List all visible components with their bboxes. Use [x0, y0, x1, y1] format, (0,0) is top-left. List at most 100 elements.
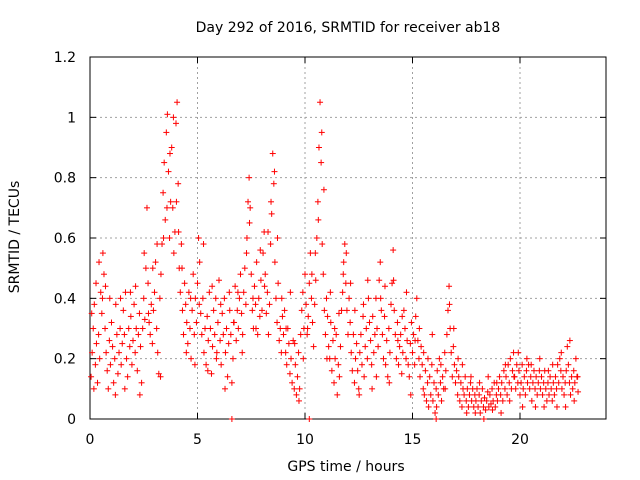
data-point	[269, 150, 276, 157]
data-point	[485, 373, 492, 380]
y-tick-label: 0.2	[54, 352, 76, 368]
data-point	[234, 289, 241, 296]
data-point	[177, 289, 184, 296]
data-point	[138, 379, 145, 386]
x-tick-label: 20	[511, 432, 529, 448]
data-point	[541, 403, 548, 410]
data-point	[494, 397, 501, 404]
data-point	[512, 385, 519, 392]
data-point	[351, 307, 358, 314]
data-point	[260, 250, 267, 257]
data-point	[346, 295, 353, 302]
data-point	[381, 283, 388, 290]
data-point	[187, 295, 194, 302]
data-point	[371, 331, 378, 338]
data-point	[234, 307, 241, 314]
data-point	[311, 301, 318, 308]
data-point	[379, 331, 386, 338]
data-point	[527, 373, 534, 380]
data-point	[493, 379, 500, 386]
data-point	[553, 403, 560, 410]
data-point	[121, 331, 128, 338]
data-point	[246, 174, 253, 181]
x-tick-label: 0	[86, 432, 95, 448]
data-point	[333, 331, 340, 338]
data-point	[391, 307, 398, 314]
data-point	[132, 283, 139, 290]
data-point	[463, 409, 470, 416]
data-point	[312, 277, 319, 284]
data-point	[366, 319, 373, 326]
data-point	[429, 397, 436, 404]
data-point	[149, 340, 156, 347]
data-point	[439, 373, 446, 380]
data-point	[223, 325, 230, 332]
data-point	[438, 397, 445, 404]
data-point	[548, 385, 555, 392]
data-point	[148, 301, 155, 308]
data-point	[536, 367, 543, 374]
data-point	[457, 379, 464, 386]
data-point	[561, 391, 568, 398]
data-point	[229, 355, 236, 362]
data-point	[521, 373, 528, 380]
y-tick-label: 1.2	[54, 50, 76, 66]
data-point	[95, 331, 102, 338]
data-point	[356, 349, 363, 356]
data-point	[476, 379, 483, 386]
data-point	[267, 241, 274, 248]
data-point	[274, 319, 281, 326]
data-point	[483, 397, 490, 404]
data-point	[424, 355, 431, 362]
data-point	[323, 355, 330, 362]
data-point	[560, 373, 566, 380]
data-point	[327, 289, 334, 296]
data-point	[164, 111, 171, 118]
data-point	[418, 343, 425, 350]
data-point	[154, 349, 161, 356]
data-point	[212, 295, 219, 302]
data-point	[348, 349, 355, 356]
data-point	[249, 295, 256, 302]
data-point	[557, 367, 564, 374]
data-point	[272, 295, 279, 302]
data-point	[500, 367, 507, 374]
data-point	[381, 313, 388, 320]
data-point	[132, 349, 139, 356]
data-point	[196, 301, 203, 308]
data-point	[452, 379, 459, 386]
data-point	[454, 391, 461, 398]
data-point	[340, 271, 347, 278]
data-point	[308, 295, 315, 302]
data-point	[226, 289, 233, 296]
data-point	[515, 349, 522, 356]
data-point	[214, 319, 221, 326]
data-point	[489, 406, 496, 413]
data-point	[248, 271, 255, 278]
data-point	[400, 307, 407, 314]
data-point	[242, 301, 249, 308]
data-point	[252, 301, 259, 308]
data-point	[532, 385, 539, 392]
data-point	[542, 385, 549, 392]
data-point	[476, 391, 483, 398]
data-point	[431, 379, 437, 386]
data-point	[193, 319, 200, 326]
data-point	[189, 307, 196, 314]
data-point	[413, 295, 420, 302]
data-point	[151, 289, 158, 296]
data-point	[106, 295, 113, 302]
data-point	[181, 280, 188, 287]
data-point	[277, 325, 284, 332]
data-point	[433, 416, 440, 422]
data-point	[228, 379, 235, 386]
data-point	[204, 367, 211, 374]
data-point	[170, 114, 177, 121]
data-points	[88, 99, 582, 422]
data-point	[450, 325, 457, 332]
data-point	[495, 385, 502, 392]
data-point	[111, 355, 118, 362]
data-point	[458, 403, 465, 410]
data-point	[103, 349, 110, 356]
data-point	[92, 361, 99, 368]
